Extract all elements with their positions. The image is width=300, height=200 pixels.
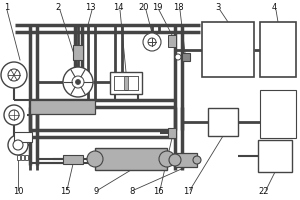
Bar [175,153,197,167]
Circle shape [76,79,80,84]
Text: 10: 10 [13,188,23,196]
Text: 16: 16 [153,188,163,196]
Circle shape [4,105,24,125]
Bar [14,132,32,142]
Circle shape [193,156,201,164]
Bar [260,22,296,77]
Circle shape [87,151,103,167]
Text: 22: 22 [259,188,269,196]
Bar [258,140,292,172]
Bar [202,22,254,77]
Text: 4: 4 [272,3,277,12]
Bar [63,155,83,164]
Circle shape [8,135,28,155]
Text: 2: 2 [56,3,61,12]
Circle shape [72,76,84,88]
Text: 8: 8 [129,188,135,196]
Bar [114,76,124,90]
Circle shape [143,33,161,51]
Circle shape [148,38,156,46]
Text: 17: 17 [183,188,193,196]
Text: 1: 1 [4,3,10,12]
Bar [128,76,138,90]
Bar [30,100,95,114]
Bar [17,155,20,160]
Circle shape [169,154,181,166]
Bar [260,90,296,138]
Text: 15: 15 [60,188,70,196]
Text: 3: 3 [215,3,221,12]
Text: 20: 20 [139,3,149,12]
Bar [208,108,238,136]
Circle shape [63,67,93,97]
Text: 13: 13 [85,3,95,12]
Bar [95,148,167,170]
Bar [110,72,142,94]
Circle shape [8,69,20,81]
Bar [168,35,176,47]
Circle shape [159,151,175,167]
Bar [182,53,190,61]
Text: 18: 18 [173,3,183,12]
Circle shape [9,110,19,120]
Circle shape [175,54,181,60]
Bar [21,155,24,160]
Circle shape [13,140,23,150]
Text: 9: 9 [93,188,99,196]
Text: 14: 14 [113,3,123,12]
Circle shape [1,62,27,88]
Bar [114,76,138,90]
Bar [73,45,83,60]
Bar [25,155,28,160]
Bar [168,128,176,138]
Text: 19: 19 [152,3,162,12]
